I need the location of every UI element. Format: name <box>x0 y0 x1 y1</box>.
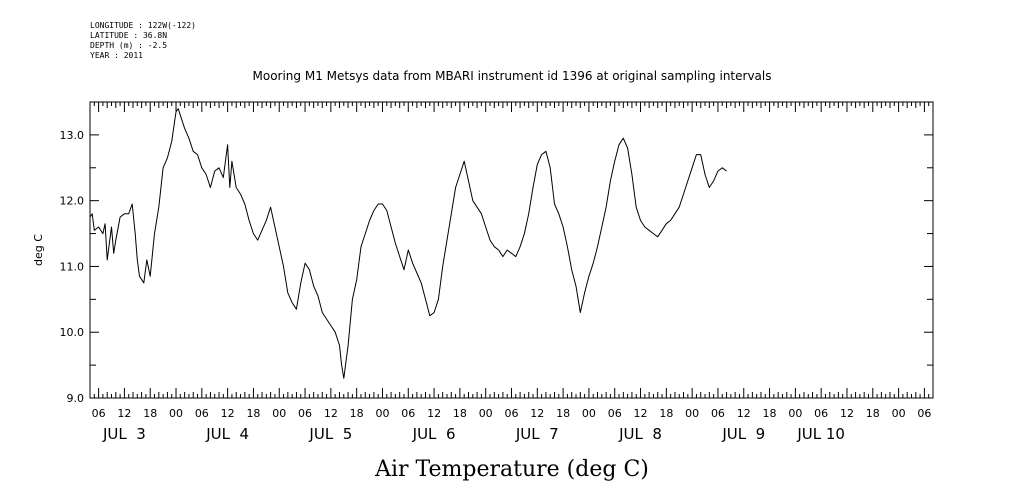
depth-text: DEPTH (m) : -2.5 <box>90 41 168 50</box>
x-hour-label: 18 <box>556 407 570 420</box>
series-layer <box>89 108 727 379</box>
x-hour-label: 12 <box>530 407 544 420</box>
x-hour-label: 12 <box>634 407 648 420</box>
x-hour-label: 00 <box>892 407 906 420</box>
x-hour-label: 00 <box>272 407 286 420</box>
plot-frame <box>89 101 934 399</box>
y-tick-label: 12.0 <box>60 195 85 208</box>
x-hour-label: 06 <box>505 407 519 420</box>
y-tick-label: 13.0 <box>60 129 85 142</box>
x-hour-label: 00 <box>375 407 389 420</box>
x-hour-label: 12 <box>427 407 441 420</box>
x-hour-label: 00 <box>685 407 699 420</box>
x-hour-label: 18 <box>246 407 260 420</box>
x-hour-label: 06 <box>401 407 415 420</box>
longitude-text: LONGITUDE : 122W(-122) <box>90 21 196 30</box>
x-hour-label: 18 <box>866 407 880 420</box>
x-date-label: JUL 10 <box>796 425 845 443</box>
x-hour-label: 06 <box>92 407 106 420</box>
x-hour-label: 00 <box>788 407 802 420</box>
x-hour-label: 06 <box>711 407 725 420</box>
x-hour-label: 18 <box>350 407 364 420</box>
air-temperature-line <box>89 108 727 379</box>
x-axis: 06 12 18 00 06 12 18 00 06 12 18 00 06 12 18 00 06 12 18 00… <box>89 102 934 443</box>
y-tick-label: 10.0 <box>60 326 85 339</box>
x-axis-label: Air Temperature (deg C) <box>374 457 649 482</box>
x-date-label: JUL 3 <box>102 425 146 443</box>
x-hour-label: 00 <box>479 407 493 420</box>
y-tick-label: 11.0 <box>60 260 85 273</box>
x-date-label: JUL 5 <box>308 425 352 443</box>
x-hour-label: 12 <box>840 407 854 420</box>
year-text: YEAR : 2011 <box>90 51 143 60</box>
x-hour-label: 06 <box>814 407 828 420</box>
x-hour-label: 18 <box>453 407 467 420</box>
x-date-label: JUL 7 <box>515 425 559 443</box>
x-hour-label: 06 <box>298 407 312 420</box>
chart-title: Mooring M1 Metsys data from MBARI instru… <box>253 69 772 83</box>
x-hour-label: 18 <box>143 407 157 420</box>
y-axis-label: deg C <box>32 234 45 266</box>
x-date-label: JUL 8 <box>618 425 662 443</box>
x-date-label: JUL 9 <box>721 425 765 443</box>
x-hour-label: 00 <box>582 407 596 420</box>
x-hour-label: 06 <box>608 407 622 420</box>
x-date-label: JUL 6 <box>412 425 456 443</box>
x-hour-label: 06 <box>917 407 931 420</box>
x-hour-label: 06 <box>195 407 209 420</box>
x-hour-label: 18 <box>763 407 777 420</box>
x-hour-label: 18 <box>659 407 673 420</box>
x-hour-label: 12 <box>324 407 338 420</box>
y-axis: 9.0 10.0 11.0 12.0 13.0 <box>60 101 933 405</box>
x-date-label: JUL 4 <box>205 425 249 443</box>
latitude-text: LATITUDE : 36.8N <box>90 31 168 40</box>
x-hour-label: 12 <box>737 407 751 420</box>
x-hour-label: 12 <box>221 407 235 420</box>
x-hour-label: 12 <box>117 407 131 420</box>
x-hour-label: 00 <box>169 407 183 420</box>
y-tick-label: 9.0 <box>67 392 85 405</box>
